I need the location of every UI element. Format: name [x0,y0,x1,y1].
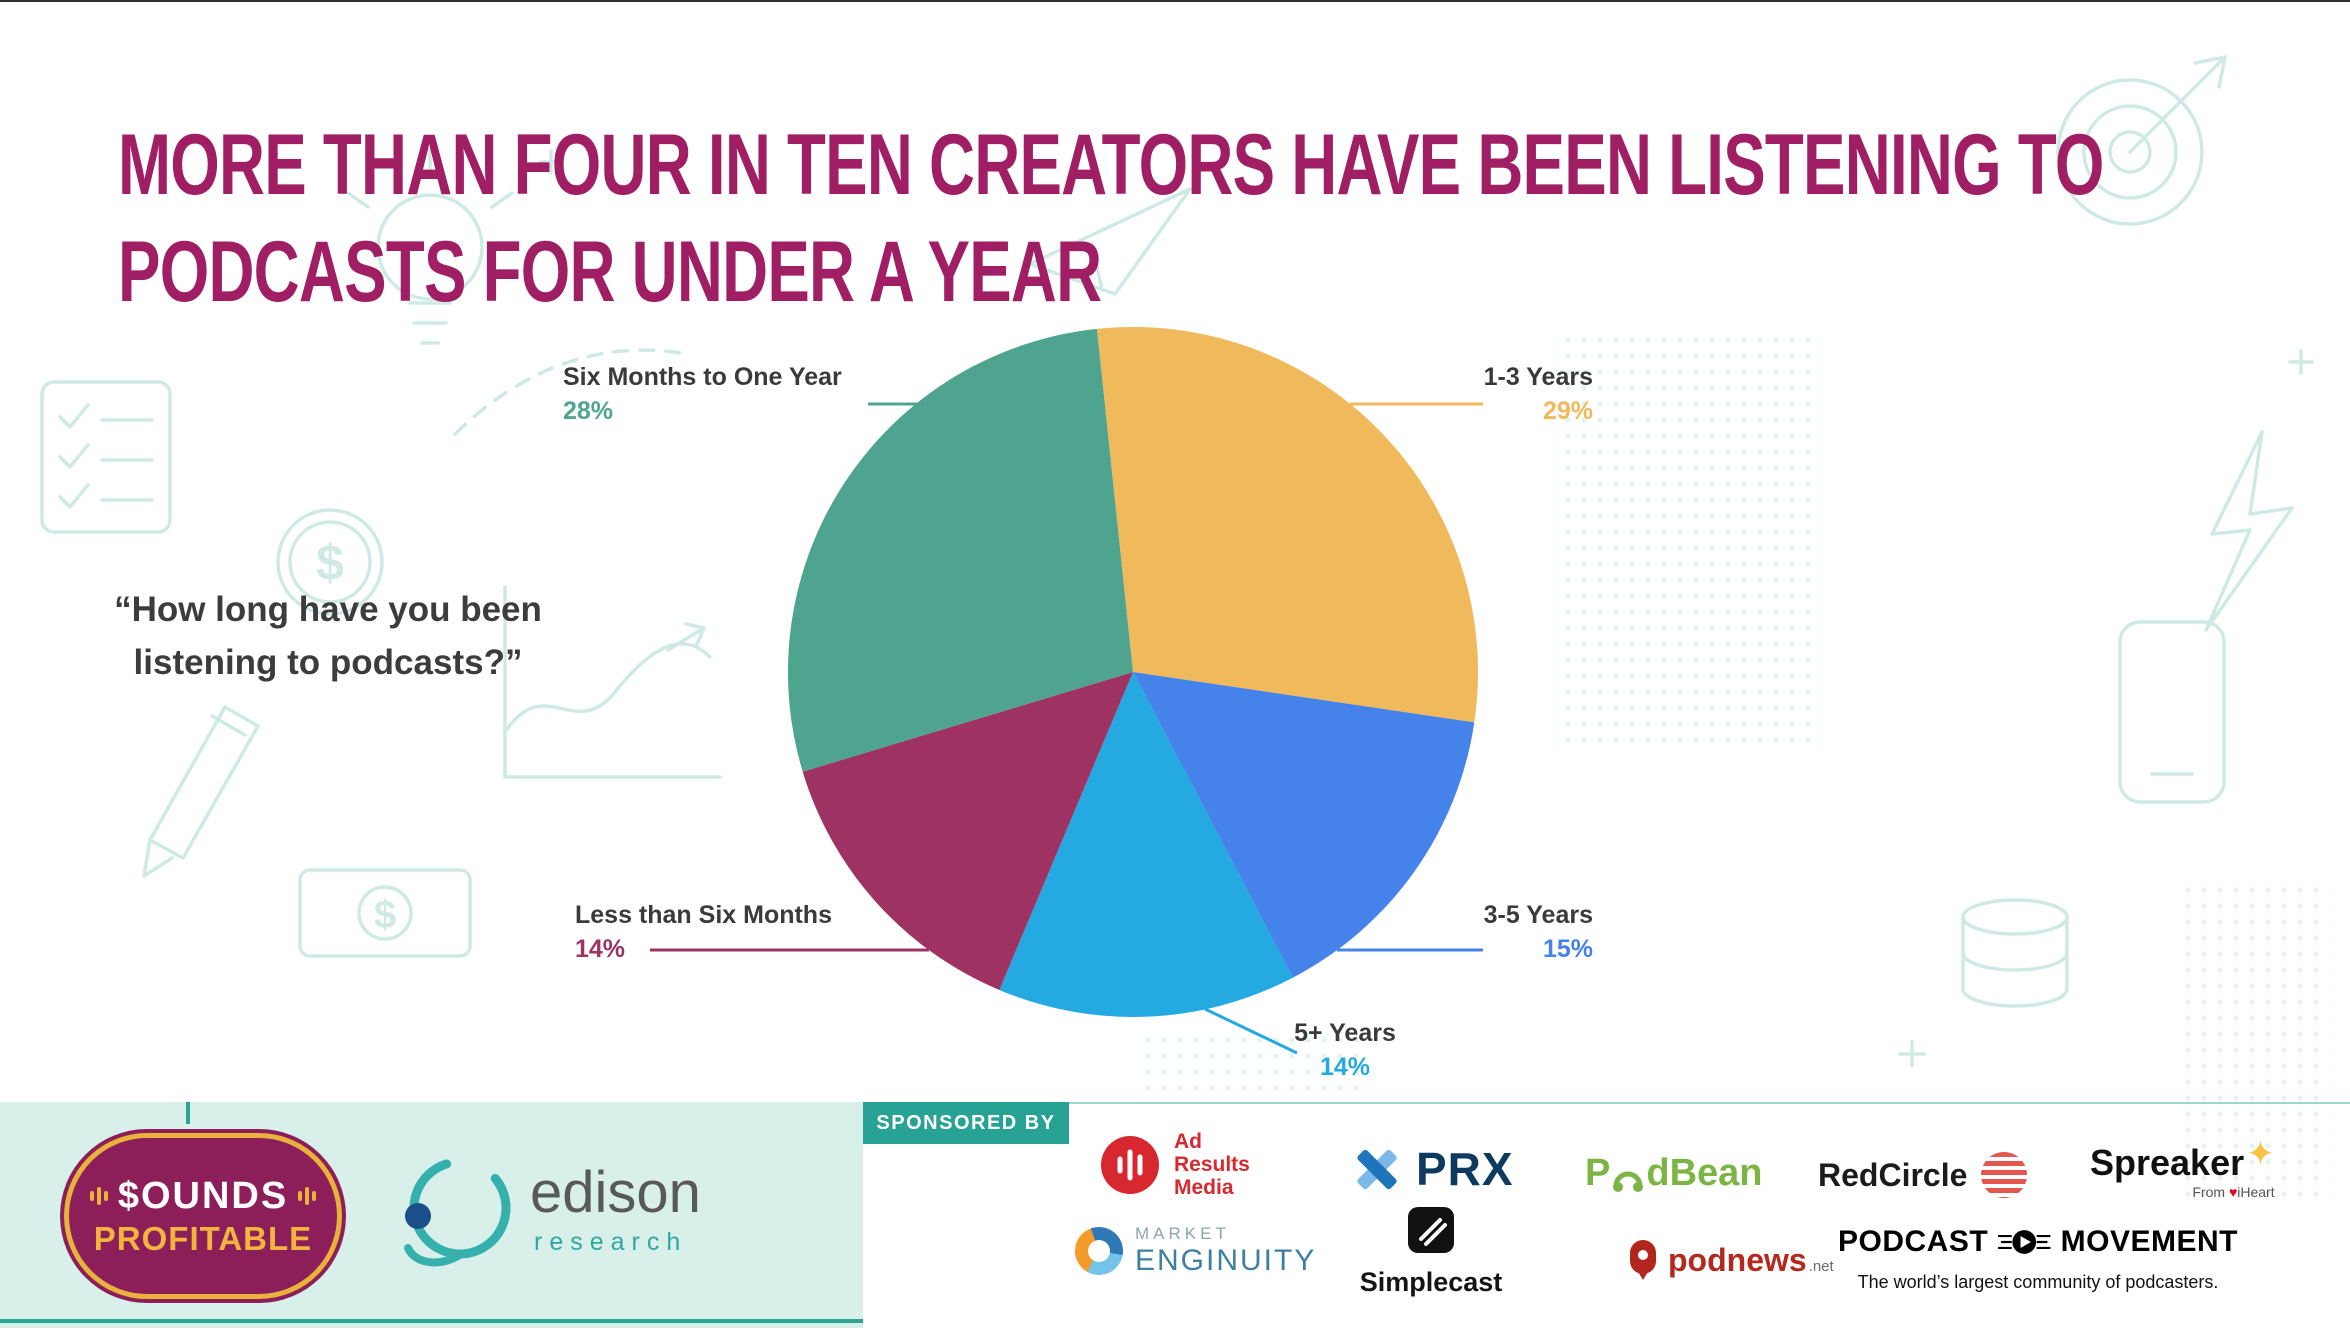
pie-label-percent: 14% [575,935,626,963]
pie-slice-4 [787,328,1133,772]
pie-label-percent: 29% [1542,397,1593,425]
pie-slice-2 [999,672,1293,1017]
footer-tick-mark [186,1102,190,1124]
spreaker-logo: Spreaker ✦ From ♥iHeart [2090,1135,2275,1200]
paper-plane-icon [1028,187,1192,296]
soundwave-circle-icon [1101,1135,1159,1194]
striped-red-circle-icon [1981,1152,2028,1198]
sponsored-by-badge: SPONSORED BY [863,1102,1069,1144]
winged-play-circle-icon [1998,1230,2051,1254]
pie-label-3: Less than Six Months 14% [575,900,895,964]
pie-label-percent: 15% [1542,935,1593,963]
headphones-icon [1613,1171,1644,1192]
sparkles [538,149,2314,1068]
iheart-heart-icon: ♥ [2228,1184,2238,1200]
multicolor-ring-icon [1075,1227,1123,1275]
dollar-coin-icon: $ [276,508,384,616]
banknote-icon: $ [298,868,472,958]
pencil-icon [142,705,260,878]
checklist-icon [40,380,172,534]
pie-slice-0 [1096,327,1479,723]
coin-stack-icon [1961,898,2069,1008]
dashed-curve [453,348,690,436]
svg-text:$: $ [316,535,344,591]
ad-results-media-logo: Ad Results Media [1100,1130,1250,1199]
simplecast-logo: Simplecast [1356,1206,1506,1298]
pie-label-4: Six Months to One Year 28% [563,362,863,426]
survey-question: “How long have you been listening to pod… [114,590,542,682]
edison-orbit-icon [404,1157,511,1267]
red-pin-icon [1630,1240,1656,1280]
title-line-1: MORE THAN FOUR IN TEN CREATORS HAVE BEEN… [118,116,2104,213]
line-chart-icon [503,585,722,779]
pie-slice-1 [1133,672,1475,978]
lightning-icon [2204,430,2294,632]
halftone-dots [1560,332,1820,752]
pie-label-0: 1-3 Years 29% [1293,362,1593,426]
prx-logo: PRX [1350,1142,1514,1196]
pie-label-percent: 28% [563,397,614,425]
pie-chart-labels: 1-3 Years 29% 3-5 Years 15% 5+ Years 14% Less … [0,2,2350,1102]
title-line-2: PODCASTS FOR UNDER A YEAR [118,224,1102,321]
redcircle-logo: RedCircle [1818,1152,2028,1198]
pie-label-percent: 14% [1319,1053,1371,1081]
waveform-icon [89,1187,108,1205]
lightbulb-icon [346,148,514,345]
pie-label-2: 5+ Years 14% [1195,1018,1495,1082]
blue-x-icon [1350,1142,1404,1196]
pie-label-name: 1-3 Years [1483,363,1593,391]
pie-label-name: 3-5 Years [1483,901,1593,929]
podbean-logo: P dBean [1585,1150,1763,1196]
footer-accent-line [0,1319,863,1323]
sounds-profitable-wordmark: $OUNDS [117,1174,289,1217]
podcast-movement-logo: PODCAST MOVEMENT The world’s largest com… [1838,1222,2238,1293]
edison-research-logo: edison research [400,1150,701,1270]
smartphone-icon [2118,620,2226,804]
footer-divider [863,1102,2350,1104]
page-title: MORE THAN FOUR IN TEN CREATORS HAVE BEEN… [118,112,2104,327]
pie-slice-3 [802,672,1133,990]
podnews-logo: podnews .net [1628,1238,1834,1282]
black-tile-icon [1408,1207,1454,1253]
halftone-dots [1140,1032,1370,1092]
pie-label-name: 5+ Years [1294,1019,1396,1047]
halftone-dots [2180,882,2330,1202]
yellow-star-icon: ✦ [2246,1135,2275,1173]
pie-label-name: Six Months to One Year [563,363,842,391]
leader-line-2 [1204,1007,1298,1055]
pie-label-name: Less than Six Months [575,901,832,929]
target-arrow-icon [2056,55,2227,226]
svg-text:$: $ [374,893,396,937]
waveform-icon [298,1187,317,1205]
pie-label-1: 3-5 Years 15% [1293,900,1593,964]
sounds-profitable-logo: $OUNDS PROFITABLE [64,1133,342,1299]
market-enginuity-logo: MARKET ENGINUITY [1075,1224,1316,1278]
